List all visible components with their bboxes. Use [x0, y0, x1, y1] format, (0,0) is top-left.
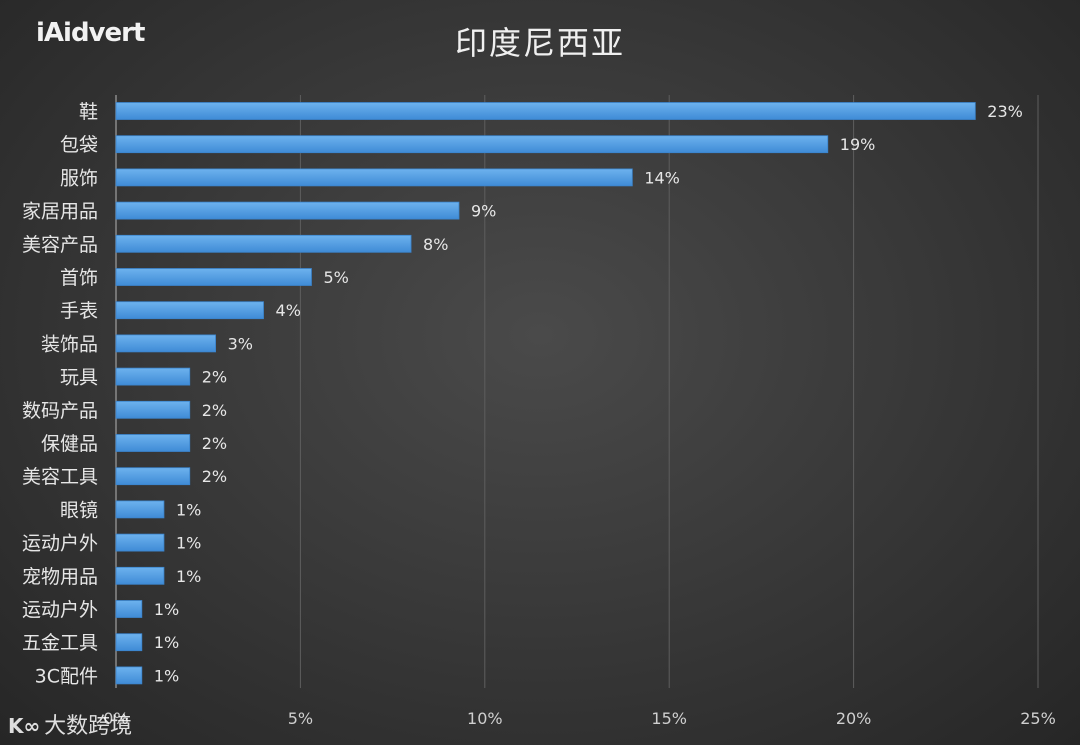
bar-13	[115, 533, 165, 552]
bar-6	[115, 301, 264, 320]
bar-17	[115, 666, 143, 685]
category-label: 首饰	[60, 267, 98, 289]
category-label: 运动户外	[22, 533, 98, 555]
category-label: 保健品	[41, 433, 98, 455]
category-label: 眼镜	[60, 499, 98, 521]
brand-logo: iAidvert	[36, 18, 145, 48]
bar-0	[115, 102, 976, 120]
chart-title: 印度尼西亚	[454, 24, 625, 62]
bar-12	[115, 500, 165, 519]
category-label: 家居用品	[22, 201, 98, 223]
x-tick-label: 15%	[651, 709, 687, 728]
category-label: 数码产品	[22, 400, 98, 422]
bars	[115, 102, 976, 685]
data-label: 14%	[644, 168, 680, 187]
category-label: 包袋	[60, 134, 98, 156]
bar-3	[115, 201, 460, 220]
data-label: 4%	[276, 301, 301, 320]
data-label: 9%	[471, 202, 496, 221]
data-label: 1%	[176, 567, 201, 586]
bar-10	[115, 434, 191, 452]
data-label: 8%	[423, 235, 448, 254]
labels: 0% 5% 10% 15% 20% 25% 鞋 23% 包袋 19% 服饰 14% 家居用品 9% 美容产品…	[22, 101, 1056, 728]
data-label: 2%	[202, 368, 227, 387]
bar-16	[115, 633, 143, 652]
bar-8	[115, 367, 191, 386]
bar-15	[115, 600, 143, 618]
data-label: 1%	[176, 534, 201, 553]
data-label: 1%	[154, 666, 179, 685]
data-label: 19%	[840, 135, 876, 154]
x-tick-label: 0%	[103, 709, 128, 728]
data-label: 5%	[323, 268, 348, 287]
data-label: 1%	[154, 600, 179, 619]
data-label: 1%	[154, 633, 179, 652]
category-label: 运动户外	[22, 599, 98, 621]
watermark-text: 大数跨境	[44, 714, 133, 739]
category-label: 美容工具	[22, 466, 98, 488]
category-label: 美容产品	[22, 234, 98, 256]
data-label: 2%	[202, 434, 227, 453]
bar-11	[115, 467, 191, 486]
watermark-logo-icon: K∞	[8, 714, 41, 738]
data-label: 2%	[202, 467, 227, 486]
bar-1	[115, 135, 829, 154]
category-label: 手表	[60, 300, 98, 322]
category-label: 3C配件	[35, 665, 98, 687]
category-label: 宠物用品	[22, 566, 98, 588]
x-tick-label: 10%	[467, 709, 503, 728]
category-label: 装饰品	[41, 333, 98, 355]
bar-4	[115, 234, 412, 253]
category-label: 五金工具	[22, 632, 98, 654]
bar-5	[115, 268, 312, 286]
bar-2	[115, 168, 633, 187]
bar-9	[115, 400, 191, 419]
x-tick-label: 20%	[836, 709, 872, 728]
x-tick-label: 25%	[1020, 709, 1056, 728]
x-tick-label: 5%	[288, 709, 313, 728]
category-label: 鞋	[79, 101, 98, 123]
category-label: 服饰	[60, 167, 98, 189]
data-label: 3%	[228, 334, 253, 353]
data-label: 23%	[987, 102, 1023, 121]
gridlines	[115, 95, 1039, 688]
bar-14	[115, 566, 165, 585]
data-label: 2%	[202, 401, 227, 420]
bar-7	[115, 334, 216, 353]
category-label: 玩具	[60, 367, 98, 389]
data-label: 1%	[176, 500, 201, 519]
watermark: K∞ 大数跨境	[8, 708, 132, 740]
